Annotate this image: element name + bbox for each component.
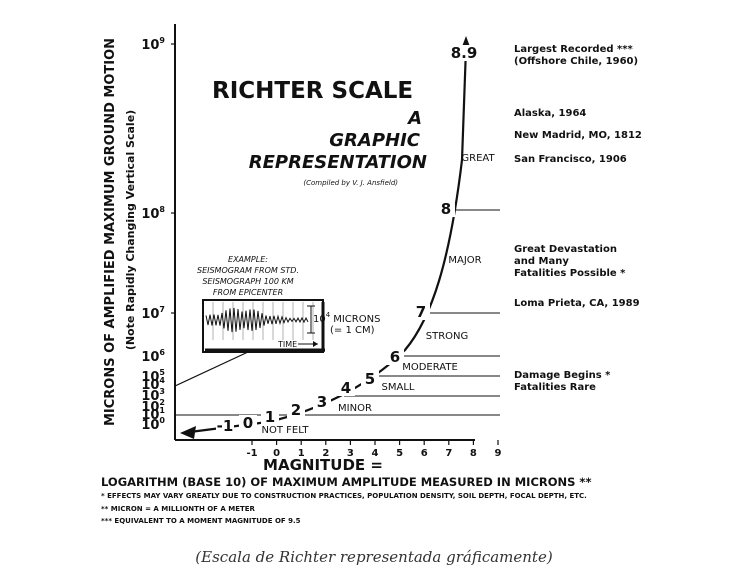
- title-line-1: RICHTER SCALE: [212, 78, 413, 104]
- x-tick-label: 0: [273, 448, 280, 459]
- y-tick-label: 100: [141, 416, 165, 433]
- time-label: TIME: [277, 340, 297, 349]
- x-tick-label: -1: [246, 448, 257, 459]
- title-line-3: GRAPHIC: [329, 130, 421, 151]
- footnote-2: ** MICRON = A MILLIONTH OF A METER: [101, 505, 256, 513]
- event-line: (Offshore Chile, 1960): [514, 56, 638, 67]
- x-tick-label: 3: [347, 448, 354, 459]
- example-pointer-line: [174, 351, 249, 387]
- title-line-4: REPRESENTATION: [249, 152, 427, 173]
- chart-title: RICHTER SCALE A GRAPHIC REPRESENTATION (…: [212, 78, 427, 187]
- event-line: and Many: [514, 256, 569, 267]
- seismogram-trace: [205, 307, 309, 333]
- x-axis-label: MAGNITUDE =: [263, 456, 383, 474]
- amplitude-equiv: (= 1 CM): [330, 325, 375, 336]
- band-label: GREAT: [461, 153, 495, 164]
- band-label: NOT FELT: [261, 425, 309, 436]
- magnitude-curve: [189, 47, 468, 434]
- example-line-1: EXAMPLE:: [228, 255, 268, 264]
- curve-arrow-tail-icon: [180, 426, 196, 439]
- event-line: Fatalities Possible *: [514, 268, 626, 279]
- x-tick-label: 1: [298, 448, 305, 459]
- x-tick-label: 7: [445, 448, 452, 459]
- y-tick-label: 105: [141, 368, 165, 385]
- band-labels: NOT FELT MINOR SMALL MODERATE STRONG MAJOR GRE…: [261, 153, 495, 436]
- band-label: MODERATE: [402, 362, 458, 373]
- event-line: Alaska, 1964: [514, 108, 586, 119]
- curve-label: 2: [291, 401, 301, 419]
- x-axis-sublabel: LOGARITHM (BASE 10) OF MAXIMUM AMPLITUDE…: [101, 475, 591, 489]
- example-seismogram: EXAMPLE: SEISMOGRAM FROM STD. SEISMOGRAP…: [174, 255, 380, 387]
- band-label: MAJOR: [448, 255, 481, 266]
- example-line-4: FROM EPICENTER: [213, 288, 283, 297]
- event-line: Loma Prieta, CA, 1989: [514, 298, 640, 309]
- title-credit: (Compiled by V. J. Ansfield): [303, 179, 398, 187]
- curve-label: 5: [365, 370, 375, 388]
- x-tick-label: 2: [322, 448, 329, 459]
- figure-caption: (Escala de Richter representada gráficam…: [195, 548, 553, 566]
- x-tick-label: 9: [495, 448, 502, 459]
- y-tick-label: 102: [141, 398, 165, 415]
- curve-label: 8.9: [451, 44, 478, 62]
- y-tick-label: 101: [141, 406, 165, 423]
- curve-label: 0: [243, 414, 253, 432]
- event-line: Great Devastation: [514, 244, 617, 255]
- y-axis-label-note: (Note Rapidly Changing Vertical Scale): [124, 110, 137, 350]
- x-tick-label: 4: [372, 448, 379, 459]
- x-tick-label: 8: [470, 448, 477, 459]
- plot-frame: [174, 24, 475, 441]
- curve-label: 4: [341, 379, 351, 397]
- curve-label: 3: [317, 393, 327, 411]
- curve-label: -1: [217, 417, 234, 435]
- x-tick-label: 6: [421, 448, 428, 459]
- curve-label: 7: [416, 303, 426, 321]
- band-label: STRONG: [426, 331, 469, 342]
- event-line: Damage Begins *: [514, 370, 611, 381]
- y-tick-label: 108: [141, 205, 165, 222]
- y-tick-label: 107: [141, 305, 165, 322]
- event-line: Largest Recorded ***: [514, 44, 633, 55]
- footnote-1: * EFFECTS MAY VARY GREATLY DUE TO CONSTR…: [101, 492, 587, 500]
- y-tick-label: 104: [141, 376, 165, 393]
- example-line-3: SEISMOGRAPH 100 KM: [202, 277, 293, 286]
- band-divider-lines: [175, 209, 500, 416]
- y-tick-label: 106: [141, 348, 165, 365]
- title-line-2: A: [406, 108, 422, 129]
- event-line: New Madrid, MO, 1812: [514, 130, 642, 141]
- y-axis-label-main: MICRONS OF AMPLIFIED MAXIMUM GROUND MOTI…: [103, 38, 118, 426]
- event-line: Fatalities Rare: [514, 382, 596, 393]
- x-tick-label: 5: [396, 448, 403, 459]
- event-annotations: Largest Recorded ***(Offshore Chile, 196…: [514, 44, 642, 393]
- band-label: SMALL: [382, 382, 415, 393]
- event-line: San Francisco, 1906: [514, 154, 627, 165]
- x-axis-ticks: -1 0 1 2 3 4 5 6 7 8 9: [246, 440, 502, 459]
- y-tick-label: 109: [141, 36, 165, 53]
- y-tick-label: 103: [141, 387, 165, 404]
- band-label: MINOR: [338, 403, 372, 414]
- curve-label: 8: [441, 200, 451, 218]
- curve-label: 1: [265, 408, 275, 426]
- footnote-3: *** EQUIVALENT TO A MOMENT MAGNITUDE OF …: [101, 517, 301, 525]
- curve-magnitude-labels: -1 0 1 2 34 56 7 8 8.9: [216, 44, 477, 435]
- example-line-2: SEISMOGRAM FROM STD.: [197, 266, 299, 275]
- curve-label: 6: [390, 348, 400, 366]
- amplitude-label: 104 MICRONS: [313, 311, 380, 325]
